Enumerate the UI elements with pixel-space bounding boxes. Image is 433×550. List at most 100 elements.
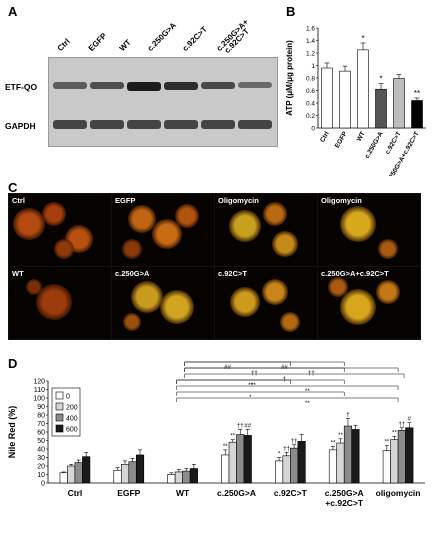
nile-bar [297, 441, 306, 484]
panel-d-letter: D [8, 356, 18, 371]
nile-significance-bracket [176, 391, 345, 396]
stained-cell [262, 279, 288, 305]
micrograph-label: c.250G>A+c.92C>T [321, 269, 389, 278]
nile-bar [282, 455, 291, 484]
atp-y-tick-label: 0.2 [306, 113, 315, 120]
western-blot-image [48, 57, 278, 147]
gapdh-band [164, 120, 198, 129]
nile-y-tick-label: 30 [37, 455, 45, 462]
nile-bar [135, 454, 145, 484]
nile-legend-label: 400 [66, 416, 78, 423]
nile-significance-bracket [176, 385, 399, 390]
nile-bar [74, 462, 83, 484]
panel-c-letter: C [8, 180, 18, 195]
atp-y-tick-label: 0 [311, 126, 315, 133]
nile-y-tick-label: 0 [41, 481, 45, 488]
nile-legend-label: 600 [66, 427, 78, 434]
stained-cell [230, 287, 260, 317]
atp-category-label: c.250G>A [364, 130, 385, 160]
nile-significance-mark: ** [338, 433, 343, 439]
micrograph-label: Ctrl [12, 196, 25, 205]
nile-group-label: c.250G>A [325, 488, 364, 498]
stained-cell [26, 279, 42, 295]
nile-legend-swatch [55, 402, 64, 411]
nile-y-tick-label: 70 [37, 421, 45, 428]
atp-bar [339, 70, 351, 129]
atp-significance-mark: * [361, 34, 364, 43]
nile-bar [82, 456, 91, 484]
nile-y-tick-label: 20 [37, 464, 45, 471]
micrograph-panel: Oligomycin [214, 193, 318, 267]
nile-y-tick-label: 40 [37, 447, 45, 454]
nile-bar [405, 427, 414, 484]
etfqo-band [164, 82, 198, 91]
stained-cell [152, 219, 182, 249]
blot-lane-label: Ctrl [55, 36, 72, 53]
atp-y-tick-label: 0.8 [306, 76, 315, 83]
nile-bar [328, 449, 338, 484]
gapdh-band [127, 120, 161, 129]
panel-a-letter: A [8, 4, 18, 19]
nile-bar [167, 474, 176, 484]
nile-significance-mark: ** [223, 444, 228, 450]
nile-bar [189, 468, 198, 484]
stained-cell [128, 205, 156, 233]
atp-significance-mark: * [379, 75, 382, 84]
nile-bar [343, 425, 353, 484]
nile-bar [228, 441, 237, 484]
micrograph-panel: WT [8, 266, 112, 340]
nile-bar [275, 460, 284, 484]
nile-significance-mark: ** [384, 440, 389, 446]
etfqo-band [238, 82, 272, 89]
nile-bar [336, 442, 345, 484]
atp-y-tick-label: 1.6 [306, 26, 315, 33]
nile-significance-mark: ** [392, 430, 397, 436]
stained-cell [13, 208, 45, 240]
stained-cell [36, 284, 72, 320]
nile-significance-mark: # [408, 417, 412, 423]
nile-significance-bracket [176, 379, 291, 384]
stained-cell [328, 277, 348, 297]
nile-bar [221, 454, 230, 484]
atp-y-axis-label: ATP (μM/μg protein) [285, 40, 294, 116]
nile-bar [120, 464, 130, 484]
micrograph-panel: EGFP [111, 193, 215, 267]
nile-y-tick-label: 100 [33, 396, 45, 403]
nile-significance-bracket [176, 397, 399, 402]
stained-cell [229, 210, 261, 242]
blot-row-label-gapdh: GAPDH [5, 121, 36, 131]
nile-bar [351, 429, 360, 484]
nile-significance-mark: †† [291, 439, 298, 445]
atp-bar [357, 49, 369, 129]
nile-significance-mark: ## [244, 423, 251, 429]
nile-y-tick-label: 80 [37, 413, 45, 420]
atp-bar [321, 67, 333, 129]
atp-y-tick-label: 1 [311, 63, 315, 70]
etfqo-band [201, 82, 235, 90]
micrograph-label: c.250G>A [115, 269, 150, 278]
nile-bar [243, 435, 252, 484]
nile-y-tick-label: 60 [37, 430, 45, 437]
atp-category-label: EGFP [334, 130, 349, 149]
stained-cell [340, 206, 376, 242]
nile-group-label: c.250G>A [217, 488, 256, 498]
nile-significance-mark: ** [331, 440, 336, 446]
nile-y-tick-label: 110 [34, 387, 45, 394]
stained-cell [54, 239, 74, 259]
nile-bar [113, 469, 122, 484]
atp-y-tick-label: 0.6 [306, 88, 315, 95]
nile-bar [397, 430, 406, 484]
blot-lane-label: EGFP [86, 31, 109, 53]
atp-bar [411, 100, 423, 129]
nile-significance-bracket [184, 367, 345, 372]
nile-legend-label: 200 [66, 405, 78, 412]
nile-group-label: c.92C>T [274, 488, 308, 498]
nile-significance-bracket [184, 373, 405, 378]
nile-bar [182, 470, 191, 484]
blot-lane-label: c.250G>A [145, 20, 178, 53]
nile-legend-swatch [55, 413, 64, 422]
micrograph-label: Oligomycin [321, 196, 362, 205]
nile-significance-bracket [184, 367, 399, 372]
nile-legend-swatch [55, 424, 64, 433]
